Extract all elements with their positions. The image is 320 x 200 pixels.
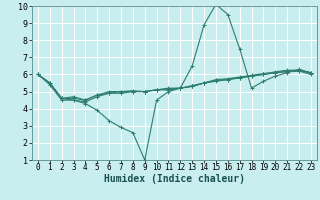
X-axis label: Humidex (Indice chaleur): Humidex (Indice chaleur) — [104, 174, 245, 184]
